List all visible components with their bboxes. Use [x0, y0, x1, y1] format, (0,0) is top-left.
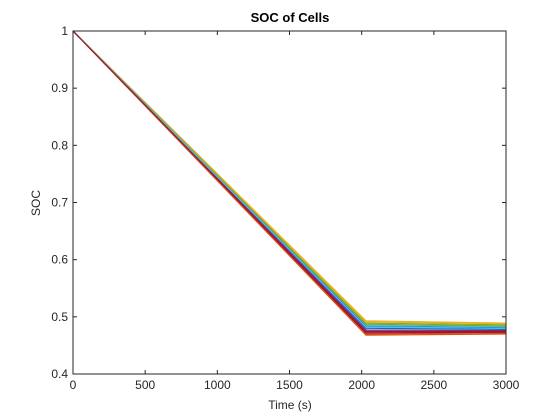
x-tick-label: 2000: [348, 378, 375, 392]
y-tick-label: 0.5: [51, 310, 68, 324]
series-line: [72, 30, 507, 329]
y-tick-label: 0.4: [51, 367, 68, 381]
x-axis-label: Time (s): [268, 398, 312, 412]
y-tick-label: 0.8: [51, 138, 68, 152]
y-tick-label: 0.9: [51, 81, 68, 95]
series-line: [72, 30, 507, 336]
x-tick-label: 1000: [204, 378, 231, 392]
y-tick-label: 0.7: [51, 196, 68, 210]
y-axis-label: SOC: [29, 190, 43, 216]
x-tick-label: 0: [70, 378, 77, 392]
x-tick-label: 2500: [420, 378, 447, 392]
y-tick-label: 0.6: [51, 253, 68, 267]
x-tick-label: 1500: [276, 378, 303, 392]
y-tick-label: 1: [61, 24, 68, 38]
series-line: [72, 30, 507, 327]
axes-box: [72, 30, 507, 375]
x-tick-label: 500: [135, 378, 155, 392]
x-tick-label: 3000: [493, 378, 520, 392]
chart-title: SOC of Cells: [251, 10, 330, 25]
series-line: [72, 30, 507, 333]
